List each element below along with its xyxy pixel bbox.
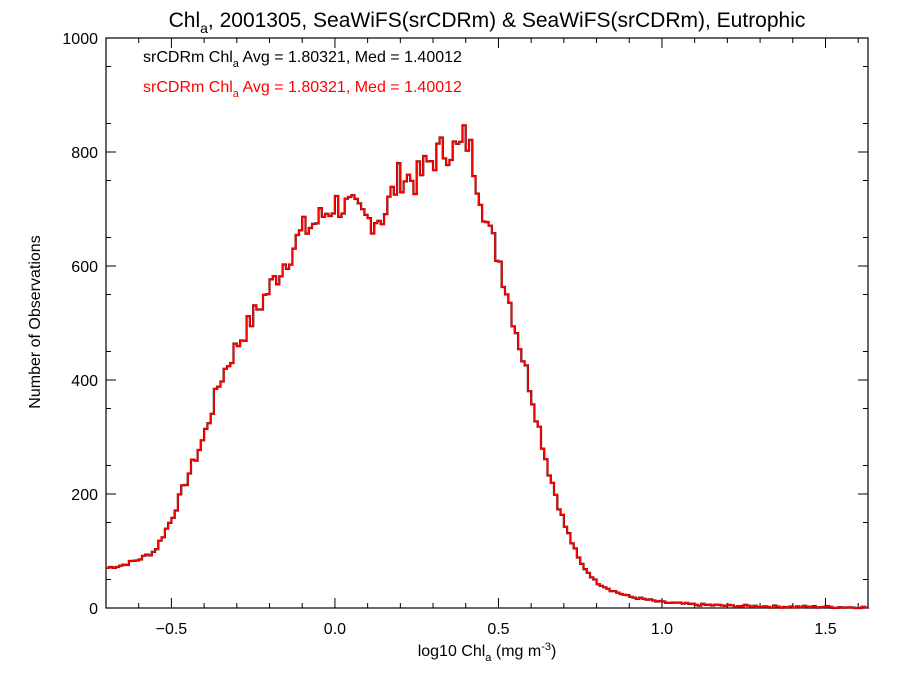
legend-entry-2: srCDRm Chla Avg = 1.80321, Med = 1.40012 <box>143 79 462 100</box>
y-axis-label: Number of Observations <box>27 235 44 408</box>
plot-frame <box>105 37 869 609</box>
chart-title: Chla, 2001305, SeaWiFS(srCDRm) & SeaWiFS… <box>169 9 806 36</box>
y-axis: 0 200 400 600 800 1000 <box>62 31 868 618</box>
series-line-1 <box>106 124 870 610</box>
x-tick-label: 0.5 <box>487 621 509 638</box>
legend-entry-1: srCDRm Chla Avg = 1.80321, Med = 1.40012 <box>143 49 462 70</box>
series-layer <box>106 124 870 610</box>
x-tick-label: −0.5 <box>156 621 188 638</box>
legend: srCDRm Chla Avg = 1.80321, Med = 1.40012… <box>143 49 462 100</box>
series-line-2 <box>106 124 869 609</box>
x-axis: −0.5 0.0 0.5 1.0 1.5 <box>105 38 859 638</box>
x-tick-label: 0.0 <box>324 621 346 638</box>
x-tick-label: 1.0 <box>651 621 673 638</box>
y-tick-label: 800 <box>71 145 98 162</box>
x-tick-label: 1.5 <box>814 621 836 638</box>
x-axis-label: log10 Chla (mg m-3) <box>418 641 557 664</box>
y-tick-label: 1000 <box>62 31 98 48</box>
y-tick-label: 0 <box>89 601 98 618</box>
y-tick-label: 400 <box>71 373 98 390</box>
y-tick-label: 200 <box>71 487 98 504</box>
y-tick-label: 600 <box>71 259 98 276</box>
